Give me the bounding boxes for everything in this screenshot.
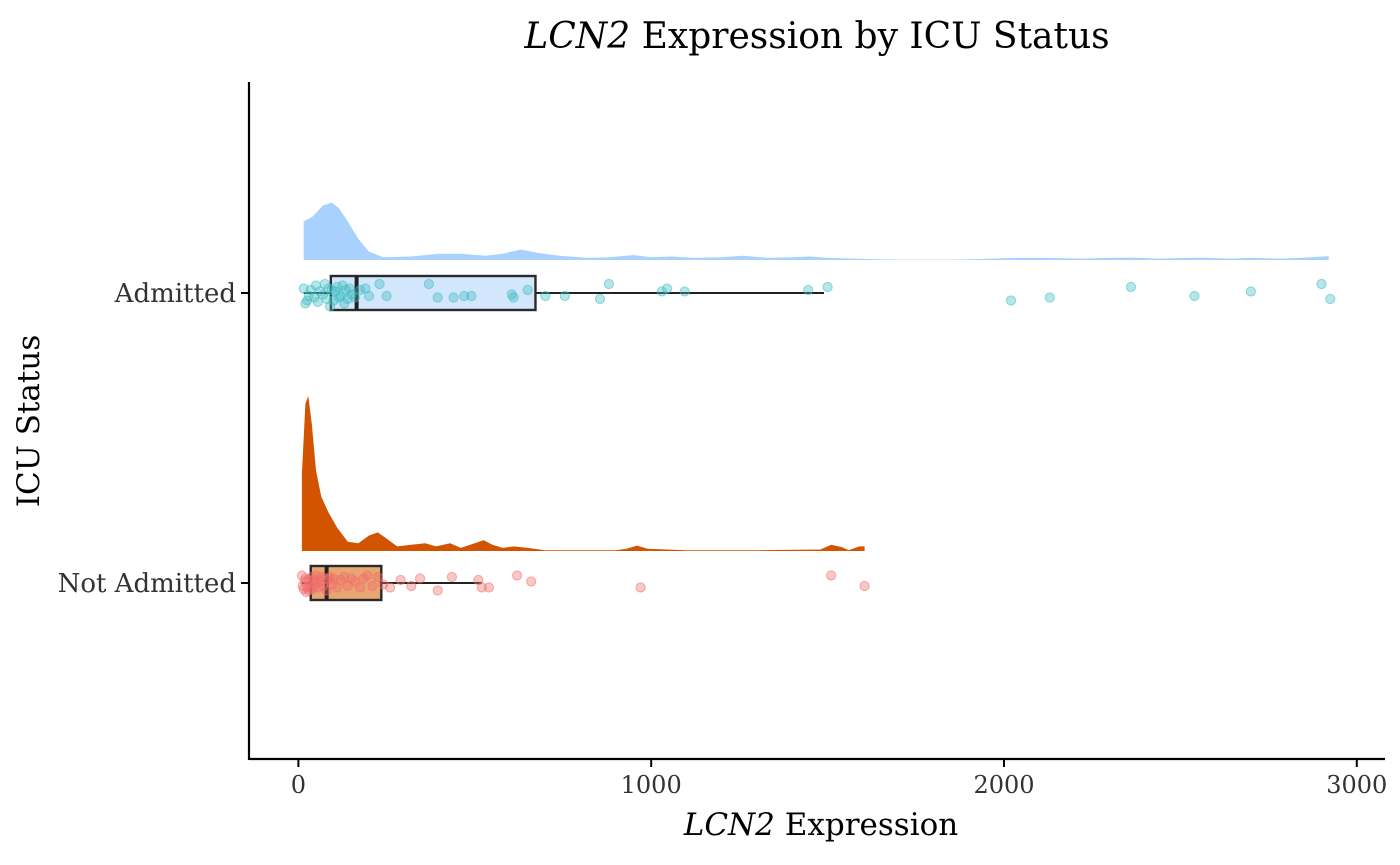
data-point xyxy=(432,292,443,303)
data-point xyxy=(1005,295,1017,306)
data-point xyxy=(363,290,375,302)
data-point xyxy=(822,281,833,293)
data-point xyxy=(372,571,383,583)
plot-area xyxy=(296,202,1336,602)
data-point xyxy=(395,574,406,586)
chart-title-rest: Expression by ICU Status xyxy=(630,16,1109,57)
density-cloud xyxy=(301,396,865,551)
data-point xyxy=(1325,293,1336,305)
data-point xyxy=(1125,281,1137,293)
y-category-label: Admitted xyxy=(114,279,236,309)
x-axis-title: LCN2 Expression xyxy=(683,807,959,843)
data-point xyxy=(448,292,459,303)
data-point xyxy=(594,293,606,305)
data-point xyxy=(381,290,392,302)
data-point xyxy=(1044,292,1055,303)
y-category-label: Not Admitted xyxy=(58,569,236,599)
group-0 xyxy=(298,202,1336,312)
data-point xyxy=(559,290,570,302)
data-point xyxy=(859,580,870,592)
x-tick-label: 2000 xyxy=(973,771,1034,799)
data-point xyxy=(415,573,426,584)
data-point xyxy=(362,570,373,581)
data-point xyxy=(803,284,814,296)
data-point xyxy=(344,283,355,294)
data-point xyxy=(349,292,360,303)
group-1 xyxy=(296,396,870,602)
x-axis-title-italic: LCN2 xyxy=(683,807,775,843)
data-point xyxy=(512,570,523,581)
data-point xyxy=(540,290,551,302)
data-point xyxy=(635,582,646,593)
chart-title-italic: LCN2 xyxy=(523,16,630,57)
x-tick-label: 1000 xyxy=(621,771,682,799)
data-point xyxy=(355,582,366,593)
data-point xyxy=(826,570,837,581)
y-axis-title: ICU Status xyxy=(11,335,47,507)
data-point xyxy=(508,292,519,303)
chart-title: LCN2 Expression by ICU Status xyxy=(523,16,1109,57)
data-point xyxy=(325,301,336,312)
data-point xyxy=(385,582,396,593)
data-point xyxy=(476,582,487,593)
data-point xyxy=(367,580,378,592)
data-point xyxy=(326,579,337,590)
data-point xyxy=(1316,278,1327,290)
data-point xyxy=(423,278,434,290)
data-point xyxy=(483,582,494,593)
data-point xyxy=(656,286,667,297)
data-point xyxy=(432,585,443,596)
x-axis-title-rest: Expression xyxy=(775,807,958,843)
data-point xyxy=(446,571,457,583)
data-point xyxy=(679,286,690,297)
data-point xyxy=(312,296,323,308)
data-point xyxy=(1189,290,1200,302)
data-point xyxy=(459,290,470,302)
data-point xyxy=(1245,286,1257,297)
data-point xyxy=(406,580,417,592)
x-axis-ticks: 0 1000 2000 3000 xyxy=(291,759,1387,799)
x-tick-label: 0 xyxy=(291,771,306,799)
x-tick-label: 3000 xyxy=(1326,771,1387,799)
data-point xyxy=(526,576,537,587)
y-axis-ticks: Admitted Not Admitted xyxy=(58,279,249,599)
data-point xyxy=(374,278,385,290)
data-point xyxy=(662,283,673,294)
density-cloud xyxy=(303,202,1329,260)
data-point xyxy=(466,290,477,302)
data-point xyxy=(522,284,533,296)
data-point xyxy=(603,278,615,290)
